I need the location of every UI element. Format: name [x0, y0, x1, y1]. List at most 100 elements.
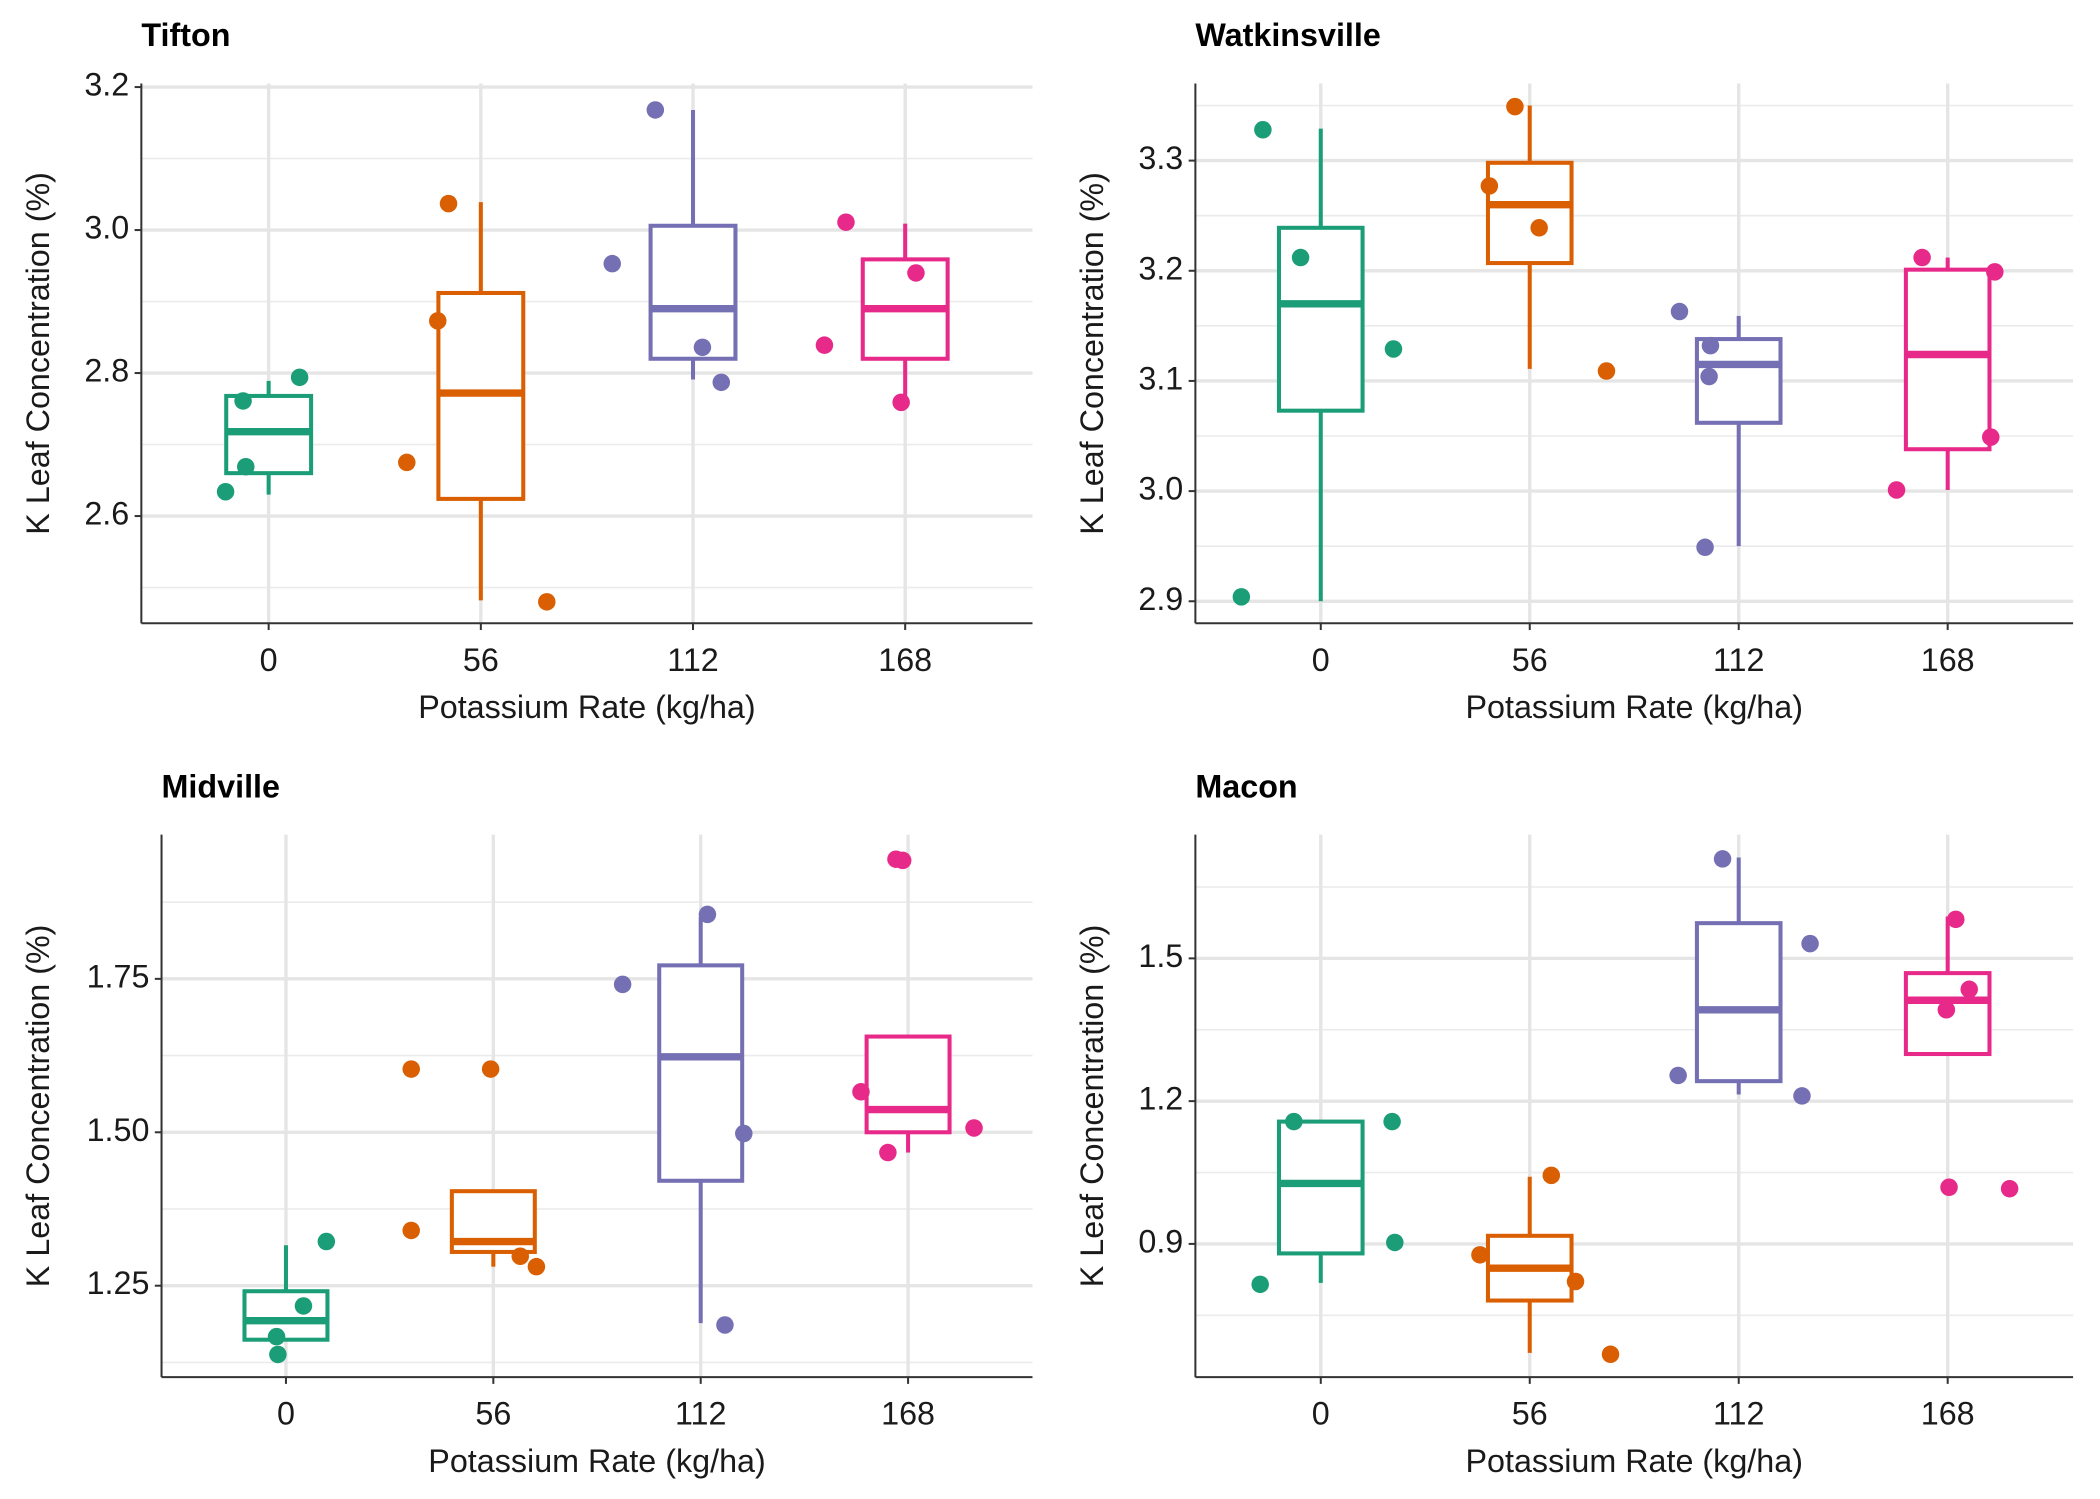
x-axis-title: Potassium Rate (kg/ha)	[1465, 1443, 1802, 1479]
x-tick-label: 0	[1312, 642, 1330, 678]
y-tick-label: 0.9	[1138, 1223, 1183, 1259]
x-tick-label: 56	[463, 642, 499, 678]
y-tick-label: 2.6	[84, 496, 129, 532]
x-tick-label: 0	[277, 1396, 295, 1432]
x-tick-label: 112	[675, 1396, 727, 1432]
point	[429, 312, 447, 330]
point	[402, 1221, 420, 1240]
point	[1480, 177, 1499, 195]
y-tick-label: 3.2	[1138, 250, 1183, 286]
point	[1960, 980, 1978, 999]
panel: Macon 0.9 1.2 1.5 0 56 112 168 Potassium Rate (k…	[1074, 768, 2074, 1479]
point	[290, 368, 309, 387]
point	[646, 101, 665, 119]
y-tick-label: 3.0	[84, 210, 129, 246]
y-tick-label: 2.8	[84, 353, 129, 389]
point	[481, 1060, 500, 1078]
y-tick-label: 3.0	[1138, 471, 1183, 507]
panel: Watkinsville 2.9 3.0 3.1 3.2 3.3 0 56 112 168 Pota…	[1074, 17, 2074, 725]
point	[1696, 538, 1714, 557]
point	[1384, 340, 1403, 358]
y-tick-label: 1.2	[1138, 1081, 1183, 1117]
point	[1701, 336, 1720, 355]
point	[267, 1327, 286, 1346]
point	[1601, 1345, 1620, 1364]
point	[1506, 97, 1524, 116]
point	[893, 851, 912, 870]
point	[892, 393, 910, 412]
point	[1471, 1246, 1489, 1264]
x-tick-label: 56	[1512, 642, 1548, 678]
box	[1276, 1119, 1365, 1256]
point	[1383, 1112, 1401, 1131]
y-tick-label: 2.9	[1138, 581, 1183, 617]
x-tick-label: 112	[667, 642, 719, 678]
point	[2000, 1179, 2019, 1198]
x-tick-label: 168	[881, 1396, 935, 1432]
point	[1947, 910, 1965, 929]
y-tick-label: 1.25	[87, 1265, 150, 1301]
point	[815, 336, 834, 354]
y-axis-title: K Leaf Concentration (%)	[1074, 925, 1110, 1288]
point	[216, 482, 235, 501]
box	[864, 1034, 952, 1135]
point	[1254, 121, 1272, 139]
point	[317, 1232, 336, 1251]
point	[693, 338, 712, 357]
panel-title: Tifton	[141, 17, 230, 53]
panel: Tifton 2.6 2.8 3.0 3.2 0 56 112 168 Potassium Rat…	[20, 17, 1033, 725]
point	[613, 975, 632, 994]
point	[511, 1247, 530, 1265]
point	[716, 1316, 734, 1334]
point	[1232, 588, 1251, 606]
point	[1887, 481, 1906, 499]
panel-title: Midville	[162, 768, 280, 804]
point	[1386, 1233, 1404, 1252]
box	[648, 223, 738, 361]
x-tick-label: 0	[1312, 1396, 1330, 1432]
point	[603, 254, 621, 273]
point	[1937, 1001, 1956, 1019]
x-tick-label: 168	[1921, 642, 1975, 678]
x-tick-label: 112	[1713, 642, 1765, 678]
point	[965, 1119, 983, 1137]
panel: Midville 1.25 1.50 1.75 0 56 112 168 Potassium R…	[20, 768, 1033, 1479]
point	[527, 1257, 546, 1276]
point	[837, 213, 855, 231]
point	[698, 905, 717, 924]
box	[242, 1289, 330, 1342]
y-tick-label: 1.75	[87, 958, 150, 994]
y-tick-label: 1.5	[1138, 938, 1183, 974]
point	[1940, 1178, 1958, 1197]
box	[1485, 160, 1574, 266]
x-tick-label: 56	[1512, 1396, 1548, 1432]
panel-title: Macon	[1195, 768, 1297, 804]
point	[1530, 219, 1548, 237]
point	[712, 373, 731, 392]
point	[398, 453, 416, 472]
x-tick-label: 168	[878, 642, 932, 678]
point	[1670, 302, 1689, 321]
box	[1694, 921, 1783, 1084]
point	[1597, 362, 1616, 380]
y-tick-label: 1.50	[87, 1112, 150, 1148]
box	[657, 963, 745, 1183]
point	[1669, 1066, 1687, 1085]
point	[1542, 1166, 1561, 1185]
point	[1982, 428, 2000, 446]
point	[439, 194, 458, 213]
point	[538, 593, 556, 611]
point	[852, 1083, 870, 1101]
point	[402, 1060, 420, 1078]
point	[1793, 1087, 1811, 1105]
point	[1801, 934, 1819, 953]
point	[237, 457, 255, 476]
y-axis-title: K Leaf Concentration (%)	[1074, 172, 1110, 535]
x-axis-title: Potassium Rate (kg/ha)	[418, 689, 755, 725]
panel-title: Watkinsville	[1195, 17, 1380, 53]
point	[294, 1297, 313, 1315]
x-tick-label: 112	[1713, 1396, 1765, 1432]
